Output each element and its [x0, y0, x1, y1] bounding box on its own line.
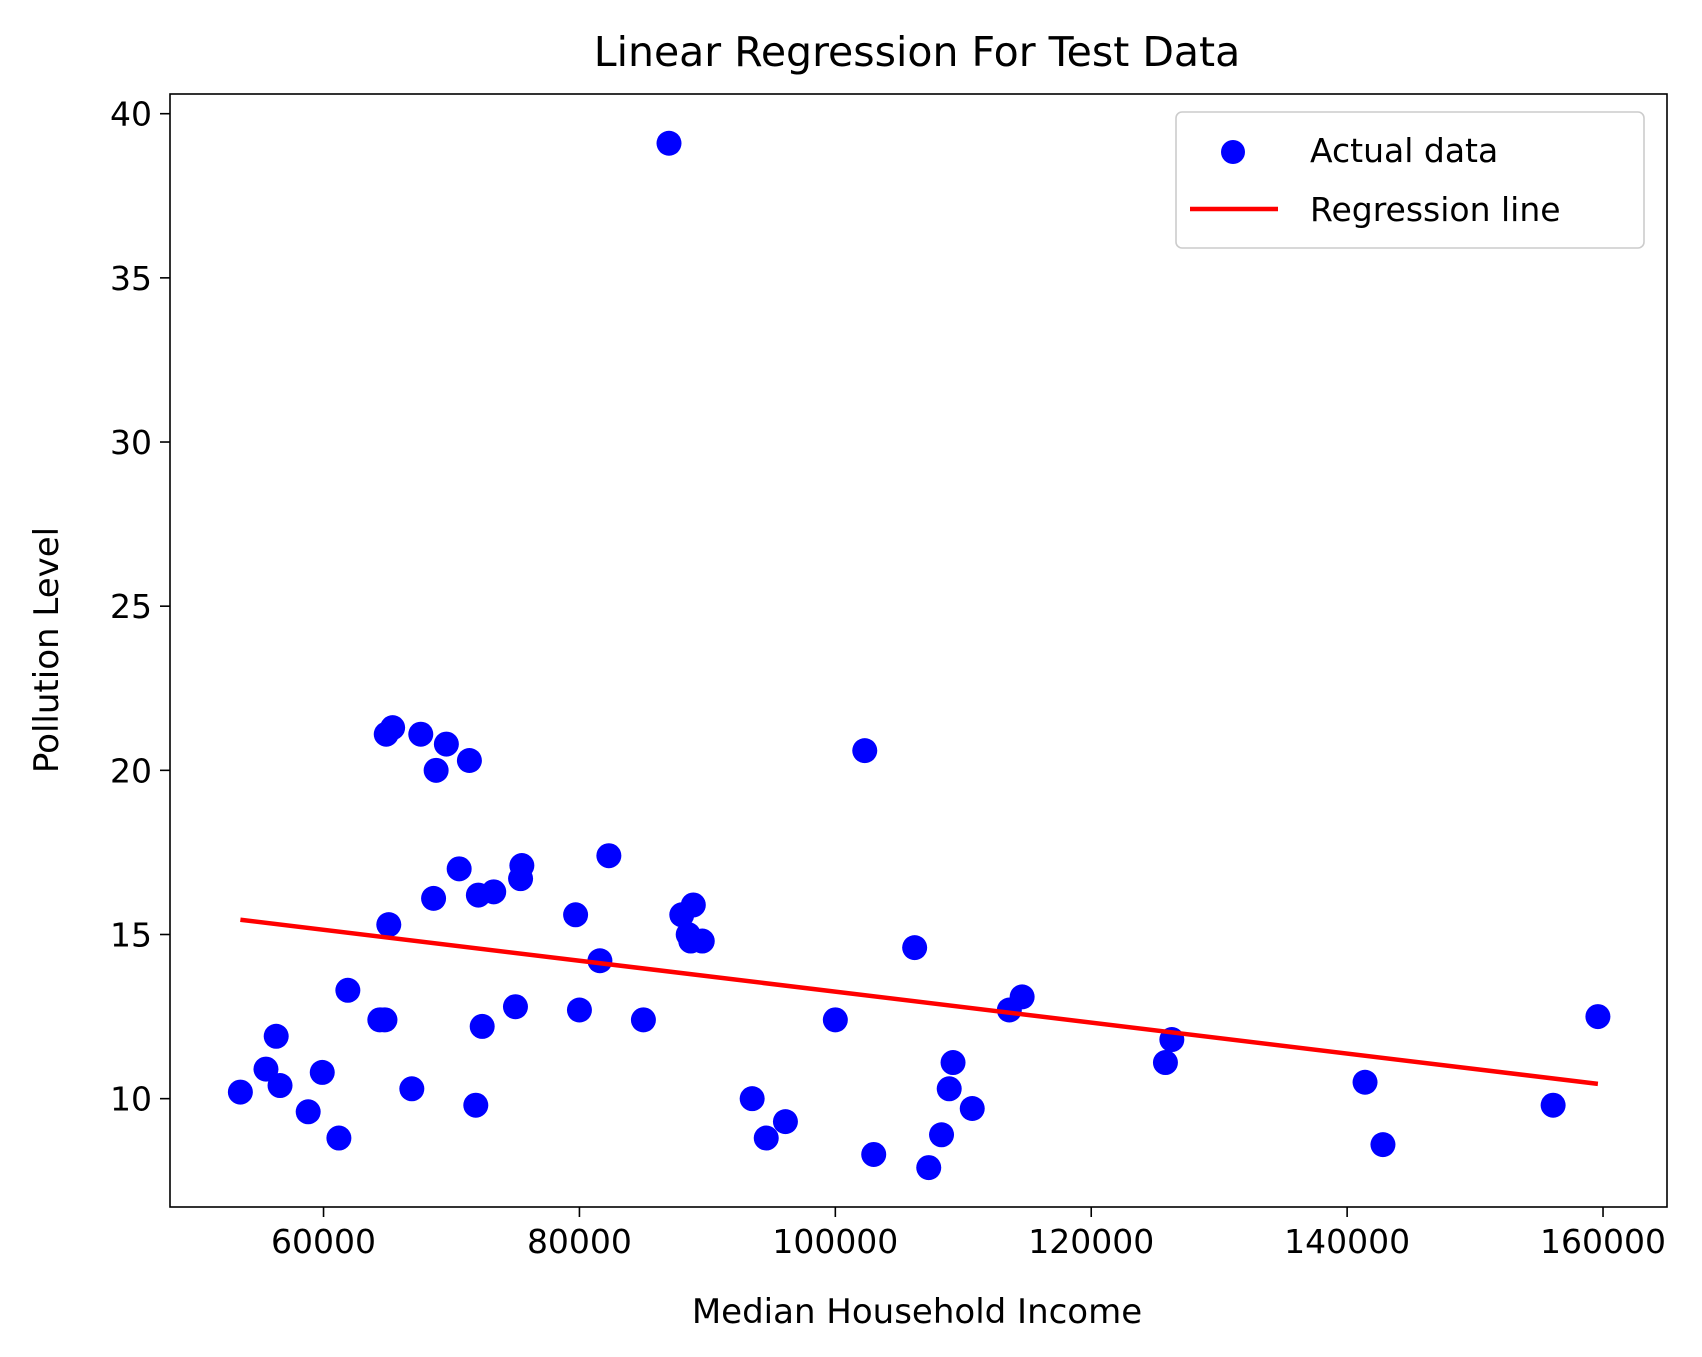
y-tick-label: 10 — [110, 1080, 152, 1119]
data-point — [295, 1099, 321, 1125]
data-point — [689, 928, 715, 954]
x-tick-label: 100000 — [772, 1222, 898, 1261]
legend: Actual data Regression line — [1175, 111, 1645, 249]
data-point — [446, 856, 472, 882]
y-axis: 10 15 20 25 30 35 40 — [110, 95, 170, 1119]
legend-label-regression-line: Regression line — [1310, 190, 1561, 229]
data-point — [1370, 1132, 1396, 1158]
data-point — [852, 738, 878, 764]
data-point — [433, 731, 459, 757]
legend-marker-actual-data — [1221, 140, 1245, 164]
data-point — [929, 1122, 955, 1148]
data-point — [509, 853, 535, 879]
data-point — [902, 935, 928, 961]
data-point — [376, 912, 402, 938]
data-point — [399, 1076, 425, 1102]
data-point — [566, 997, 592, 1023]
y-tick-label: 20 — [110, 751, 152, 790]
data-point — [596, 843, 622, 869]
data-point — [227, 1079, 253, 1105]
y-axis-label: Pollution Level — [27, 527, 67, 773]
data-point — [253, 1056, 279, 1082]
x-tick-label: 120000 — [1028, 1222, 1154, 1261]
data-point — [940, 1050, 966, 1076]
data-point — [267, 1073, 293, 1099]
y-tick-label: 30 — [110, 423, 152, 462]
data-point — [335, 977, 361, 1003]
data-point — [1009, 984, 1035, 1010]
chart-title: Linear Regression For Test Data — [594, 28, 1241, 76]
data-point — [1152, 1050, 1178, 1076]
x-axis-label: Median Household Income — [692, 1292, 1142, 1332]
y-tick-label: 25 — [110, 587, 152, 626]
y-tick-label: 40 — [110, 95, 152, 134]
data-point — [263, 1023, 289, 1049]
data-point — [753, 1125, 779, 1151]
data-point — [423, 757, 449, 783]
plot-frame — [169, 93, 1668, 1208]
data-point — [463, 1092, 489, 1118]
data-point — [309, 1059, 335, 1085]
data-marks — [227, 130, 1611, 1181]
data-point — [408, 721, 434, 747]
regression-line — [240, 917, 1599, 1087]
data-point — [326, 1125, 352, 1151]
data-point — [959, 1096, 985, 1122]
data-point — [587, 948, 613, 974]
data-point — [1540, 1092, 1566, 1118]
data-point — [630, 1007, 656, 1033]
legend-label-actual-data: Actual data — [1310, 131, 1498, 170]
data-point — [380, 715, 406, 741]
legend-box — [1175, 111, 1645, 249]
data-point — [456, 747, 482, 773]
data-point — [680, 892, 706, 918]
x-tick-label: 80000 — [527, 1222, 632, 1261]
x-tick-label: 160000 — [1540, 1222, 1666, 1261]
data-point — [502, 994, 528, 1020]
data-point — [421, 885, 447, 911]
data-point — [372, 1007, 398, 1033]
x-axis: 60000 80000 100000 120000 140000 160000 — [271, 1207, 1666, 1261]
data-point — [916, 1155, 942, 1181]
data-point — [739, 1086, 765, 1112]
data-point — [481, 879, 507, 905]
data-point — [1352, 1069, 1378, 1095]
data-point — [936, 1076, 962, 1102]
x-tick-label: 60000 — [271, 1222, 376, 1261]
data-point — [861, 1141, 887, 1167]
data-point — [563, 902, 589, 928]
data-point — [656, 130, 682, 156]
data-point — [469, 1013, 495, 1039]
y-tick-label: 35 — [110, 259, 152, 298]
data-point — [822, 1007, 848, 1033]
plot-background — [170, 94, 1667, 1207]
data-point — [772, 1109, 798, 1135]
y-tick-label: 15 — [110, 915, 152, 954]
data-point — [1585, 1004, 1611, 1030]
x-tick-label: 140000 — [1284, 1222, 1410, 1261]
